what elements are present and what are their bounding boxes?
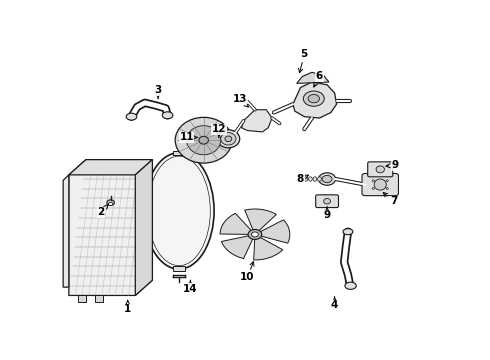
Ellipse shape — [303, 91, 324, 106]
Polygon shape — [220, 213, 251, 234]
Ellipse shape — [175, 117, 232, 163]
Ellipse shape — [251, 232, 258, 237]
Ellipse shape — [220, 132, 236, 145]
Ellipse shape — [322, 175, 332, 183]
Text: 1: 1 — [124, 301, 131, 314]
FancyBboxPatch shape — [362, 174, 398, 196]
Text: 14: 14 — [183, 280, 197, 293]
Ellipse shape — [345, 282, 356, 289]
Text: 3: 3 — [154, 85, 162, 99]
Ellipse shape — [187, 126, 220, 155]
Ellipse shape — [108, 202, 113, 206]
Polygon shape — [173, 151, 185, 156]
Polygon shape — [297, 72, 329, 84]
FancyBboxPatch shape — [316, 195, 339, 208]
Text: 7: 7 — [383, 193, 397, 206]
Text: 12: 12 — [212, 124, 226, 138]
Polygon shape — [69, 159, 152, 175]
Ellipse shape — [199, 136, 208, 144]
Polygon shape — [293, 82, 337, 118]
Ellipse shape — [126, 113, 137, 120]
Polygon shape — [135, 159, 152, 296]
Ellipse shape — [217, 130, 240, 148]
Polygon shape — [173, 266, 185, 270]
Polygon shape — [69, 159, 152, 296]
Text: 13: 13 — [232, 94, 248, 107]
Ellipse shape — [374, 179, 386, 190]
Ellipse shape — [162, 112, 173, 119]
Ellipse shape — [248, 229, 262, 239]
Ellipse shape — [386, 180, 389, 181]
Text: 2: 2 — [98, 205, 108, 217]
Ellipse shape — [318, 177, 321, 181]
Text: 11: 11 — [179, 132, 197, 143]
Polygon shape — [261, 220, 290, 243]
Ellipse shape — [308, 94, 319, 103]
Ellipse shape — [225, 136, 232, 141]
Bar — [96, 296, 103, 302]
Polygon shape — [245, 209, 276, 230]
Text: 9: 9 — [323, 207, 331, 220]
Ellipse shape — [144, 153, 214, 269]
Ellipse shape — [372, 188, 374, 189]
Ellipse shape — [309, 177, 312, 181]
Text: 5: 5 — [298, 49, 308, 73]
Ellipse shape — [304, 177, 308, 181]
Ellipse shape — [313, 177, 317, 181]
Ellipse shape — [107, 200, 115, 205]
Ellipse shape — [324, 198, 330, 204]
Text: 4: 4 — [331, 297, 339, 310]
Polygon shape — [242, 110, 272, 132]
Text: 6: 6 — [314, 72, 323, 87]
FancyBboxPatch shape — [368, 162, 393, 177]
Ellipse shape — [372, 180, 374, 181]
Bar — [78, 296, 86, 302]
Text: 9: 9 — [386, 160, 399, 170]
Ellipse shape — [343, 229, 353, 235]
Ellipse shape — [318, 173, 336, 185]
Polygon shape — [63, 175, 69, 287]
Text: 10: 10 — [240, 262, 255, 283]
Ellipse shape — [376, 166, 385, 173]
Polygon shape — [221, 236, 253, 258]
Ellipse shape — [386, 188, 389, 189]
Text: 8: 8 — [297, 174, 308, 184]
Polygon shape — [254, 238, 283, 260]
